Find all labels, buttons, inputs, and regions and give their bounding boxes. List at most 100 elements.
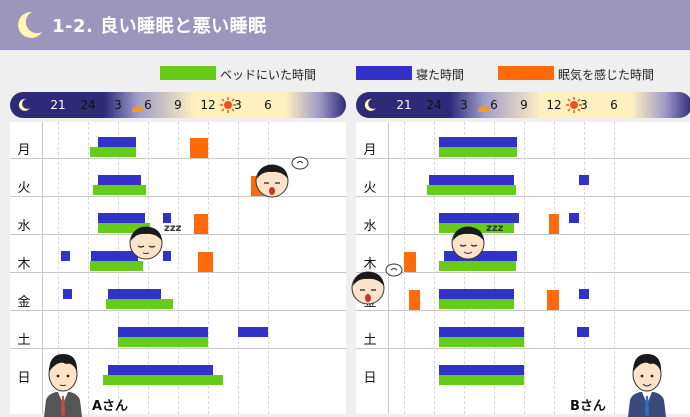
page-title: 1-2. 良い睡眠と悪い睡眠: [52, 16, 267, 37]
time-gridline: [584, 122, 585, 414]
sleepy-bar-a: [194, 214, 208, 234]
person-a-label: Aさん: [92, 399, 129, 414]
axis-tick-label: 3: [114, 98, 122, 112]
sleepy-bar-a: [198, 252, 213, 272]
time-gridline: [148, 122, 149, 414]
time-gridline: [88, 122, 89, 414]
sleep-bar-b: [439, 213, 519, 223]
person-a-avatar: [44, 354, 82, 417]
crescent-moon-icon: [18, 11, 42, 38]
person-b-avatar: [628, 354, 666, 417]
bed-bar-a: [90, 261, 143, 271]
sleep-bar-b: [444, 251, 517, 261]
sleepy-bar-b: [409, 290, 420, 310]
time-gridline: [614, 122, 615, 414]
bed-bar-b: [427, 185, 516, 195]
day-row-separator: [356, 310, 690, 311]
axis-tick-label: 3: [580, 98, 588, 112]
sunrise-icon: [132, 106, 144, 112]
sleep-bar-a: [61, 251, 70, 261]
day-label: 土: [17, 333, 31, 348]
yawning-face-icon-b: [351, 263, 403, 305]
bed-bar-a: [103, 375, 223, 385]
day-label: 金: [17, 295, 31, 310]
bed-bar-a: [106, 299, 173, 309]
day-row-separator: [356, 272, 690, 273]
bed-bar-b: [439, 223, 514, 233]
sleep-bar-b: [439, 137, 517, 147]
bed-bar-a: [90, 147, 136, 157]
legend-swatch-bed: [160, 66, 216, 80]
axis-tick-label: 9: [174, 98, 182, 112]
legend-swatch-sleepy: [498, 66, 554, 80]
sleep-bar-a: [98, 175, 141, 185]
axis-tick-label: 21: [396, 98, 412, 112]
axis-tick-label: 6: [144, 98, 152, 112]
svg-text:zzz: zzz: [164, 223, 182, 234]
bed-bar-b: [439, 261, 516, 271]
bed-bar-a: [98, 223, 150, 233]
axis-tick-label: 6: [610, 98, 618, 112]
day-row-separator: [356, 234, 690, 235]
sleepy-bar-a: [190, 138, 208, 158]
legend-label-sleep: 寝た時間: [416, 68, 465, 82]
time-gridline: [238, 122, 239, 414]
sleeping-face-icon-b: zzz: [451, 223, 504, 260]
day-label: 木: [17, 257, 31, 272]
bed-bar-b: [439, 337, 524, 347]
sleepy-bar-b: [547, 290, 559, 310]
sleeping-face-icon-a: zzz: [129, 223, 182, 260]
person-b-label: Bさん: [570, 399, 606, 414]
day-label: 水: [363, 219, 377, 234]
time-axis-a: 21 24 3 6 9 12 3 6: [10, 92, 346, 118]
sun-icon: [566, 97, 582, 113]
day-label: 月: [363, 143, 377, 158]
sleepy-bar-b: [404, 252, 416, 272]
bed-bar-b: [439, 375, 524, 385]
day-label: 土: [363, 333, 377, 348]
svg-text:zzz: zzz: [486, 223, 504, 234]
day-label: 月: [17, 143, 31, 158]
axis-tick-label: 6: [264, 98, 272, 112]
sleep-bar-a: [163, 213, 171, 223]
sleep-bar-b: [577, 327, 589, 337]
sleep-bar-a: [163, 251, 171, 261]
sleep-bar-a: [238, 327, 268, 337]
time-axis-b: 21 24 3 6 9 12 3 6: [356, 92, 690, 118]
sleep-bar-b: [569, 213, 579, 223]
sleep-bar-a: [91, 251, 138, 261]
sleep-bar-a: [98, 137, 136, 147]
axis-tick-label: 9: [520, 98, 528, 112]
axis-tick-label: 21: [50, 98, 66, 112]
yawning-face-icon-a: [255, 156, 309, 198]
day-label: 木: [363, 257, 377, 272]
sleep-bar-b: [439, 365, 524, 375]
time-gridline: [178, 122, 179, 414]
sleep-bar-a: [118, 327, 208, 337]
time-gridline: [524, 122, 525, 414]
day-label: 火: [17, 181, 31, 196]
axis-tick-label: 3: [460, 98, 468, 112]
time-gridline: [434, 122, 435, 414]
bed-bar-a: [93, 185, 146, 195]
sleep-bar-a: [98, 213, 145, 223]
sleep-bar-b: [439, 327, 524, 337]
bed-bar-b: [439, 299, 514, 309]
day-row-separator: [356, 348, 690, 349]
bed-bar-b: [439, 147, 517, 157]
label-column-divider: [42, 122, 43, 414]
bed-bar-a: [118, 337, 208, 347]
sleepy-bar-b: [549, 214, 559, 234]
day-label: 水: [17, 219, 31, 234]
day-label: 火: [363, 181, 377, 196]
sleep-bar-b: [429, 175, 514, 185]
axis-tick-label: 12: [200, 98, 216, 112]
time-gridline: [268, 122, 269, 414]
legend-swatch-sleep: [356, 66, 412, 80]
axis-tick-label: 24: [80, 98, 96, 112]
sleep-bar-b: [579, 175, 589, 185]
time-gridline: [554, 122, 555, 414]
sleep-bar-a: [108, 289, 161, 299]
axis-tick-label: 6: [490, 98, 498, 112]
day-label: 日: [17, 371, 31, 386]
